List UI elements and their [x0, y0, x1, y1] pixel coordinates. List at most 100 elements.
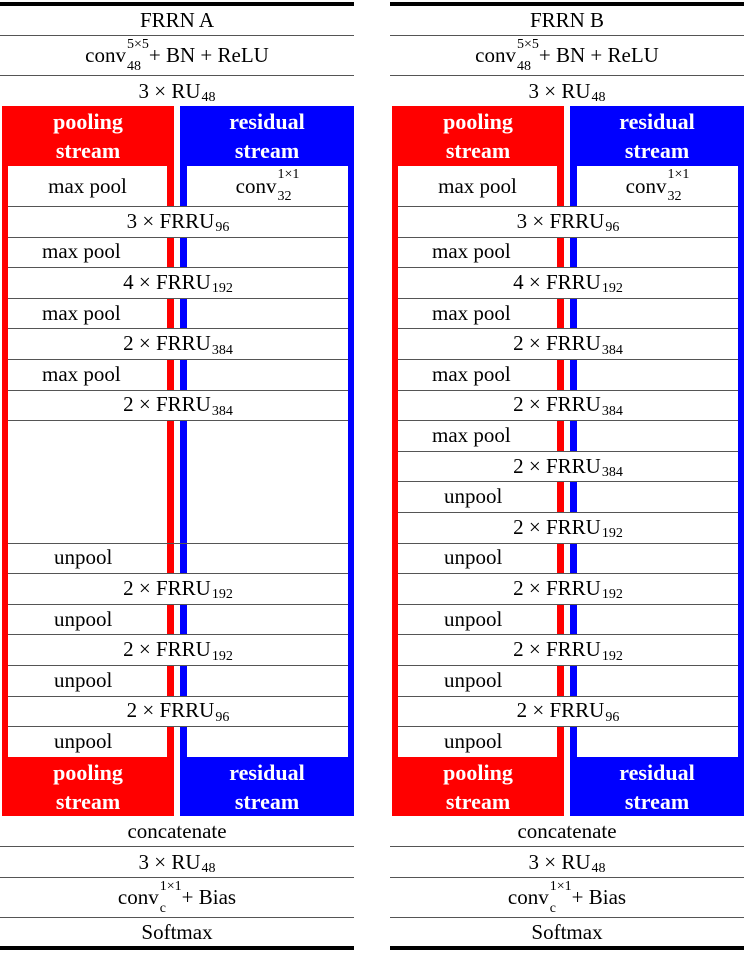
formula-suffix: + Bias	[571, 885, 627, 909]
concatenate-row: concatenate	[390, 816, 744, 846]
residual-stream-cell	[187, 603, 348, 635]
pooling-stream-inner-bar	[167, 106, 174, 816]
rule	[398, 267, 738, 268]
subscript: 96	[605, 220, 620, 236]
softmax-row: Softmax	[390, 918, 744, 946]
rule	[398, 390, 738, 391]
residual-stream-cell	[577, 236, 738, 268]
formula-text: 2 × FRRU	[123, 575, 211, 600]
formula-text: 4 × FRRU	[123, 269, 211, 294]
residual-stream-footer: residual stream	[570, 757, 744, 816]
formula-text: unpool	[54, 545, 113, 570]
stream-gap	[174, 665, 180, 696]
rule	[398, 420, 738, 421]
stage-row: 2 × FRRU 192	[398, 634, 738, 665]
formula-text: conv	[85, 43, 126, 67]
subscript: 48	[516, 58, 531, 74]
formula-text: concatenate	[517, 818, 617, 843]
rule	[390, 35, 744, 36]
concatenate-row: concatenate	[0, 816, 354, 846]
table-title: FRRN B	[390, 6, 744, 35]
formula-text: 3 × RU	[528, 78, 591, 103]
rule	[398, 726, 738, 727]
stage-row: 2 × FRRU 384	[398, 389, 738, 421]
subscript: c	[159, 900, 166, 916]
head-ru-row: 3 × RU 48	[0, 847, 354, 877]
stage-row: 2 × FRRU 384	[8, 389, 348, 421]
formula-text: 3 × FRRU	[516, 208, 605, 233]
rule	[8, 543, 348, 544]
formula-text: 2 × FRRU	[513, 331, 601, 356]
subscript: 384	[211, 403, 233, 419]
subscript: 384	[601, 342, 623, 358]
classifier-conv-row: conv 1×1 c + Bias	[390, 878, 744, 917]
rule	[0, 75, 354, 76]
formula-text: 3 × FRRU	[126, 208, 215, 233]
residual-stream-cell	[187, 542, 348, 574]
formula-text: 2 × FRRU	[123, 392, 211, 417]
stem-conv: conv 5×5 48 + BN + ReLU	[390, 36, 744, 75]
subscript: 96	[215, 709, 230, 725]
softmax-row: Softmax	[0, 918, 354, 946]
residual-stream-outer-bar	[738, 106, 744, 816]
pooling-stream-footer: pooling stream	[392, 757, 564, 816]
subscript: 48	[591, 90, 606, 105]
rule	[8, 237, 348, 238]
top-rule	[0, 2, 354, 6]
residual-stream-cell	[577, 726, 738, 757]
stage-row: 2 × FRRU 384	[398, 450, 738, 482]
residual-stream-cell: conv 1×1 32	[577, 166, 738, 206]
subscript: 192	[211, 281, 233, 297]
stream-gap	[564, 481, 570, 512]
stream-gap	[564, 359, 570, 390]
rule	[8, 267, 348, 268]
pooling-stream-cell: max pool	[398, 166, 557, 206]
formula-text: 2 × FRRU	[513, 637, 601, 662]
rule	[8, 573, 348, 574]
formula-text: max pool	[438, 173, 517, 198]
pooling-stream-cell: unpool	[398, 665, 557, 696]
rule	[390, 846, 744, 847]
rule	[398, 481, 738, 482]
bottom-rule	[390, 946, 744, 950]
pooling-stream-outer-bar	[392, 106, 398, 816]
classifier-conv-row: conv 1×1 c + Bias	[0, 878, 354, 917]
residual-stream-header: residual stream	[180, 106, 354, 166]
formula-text: 3 × RU	[138, 849, 201, 874]
stage-row: 4 × FRRU 192	[398, 267, 738, 298]
pooling-stream-cell: max pool	[8, 297, 167, 329]
residual-stream-cell	[577, 542, 738, 574]
stage-row: 2 × FRRU 192	[8, 573, 348, 604]
stem-ru: 3 × RU 48	[390, 76, 744, 106]
subscript: 384	[601, 465, 623, 481]
pooling-stream-label: pooling stream	[53, 759, 123, 814]
superscript: 5×5	[516, 36, 539, 52]
formula-text: max pool	[42, 361, 121, 386]
rule	[398, 543, 738, 544]
rule	[8, 696, 348, 697]
stage-row: 2 × FRRU 96	[8, 695, 348, 727]
formula-suffix: + Bias	[181, 885, 237, 909]
residual-stream-cell	[577, 665, 738, 696]
rule	[398, 298, 738, 299]
residual-stream-cell	[577, 603, 738, 635]
rule	[8, 665, 348, 666]
top-rule	[390, 2, 744, 6]
stream-gap	[174, 236, 180, 268]
residual-stream-cell	[187, 359, 348, 390]
subscript: 96	[215, 220, 230, 236]
formula-suffix: + BN + ReLU	[538, 43, 659, 67]
formula-text: max pool	[432, 300, 511, 325]
pooling-stream-cell: max pool	[398, 420, 557, 451]
residual-stream-inner-bar	[180, 106, 187, 816]
pooling-stream-cell: max pool	[398, 359, 557, 390]
formula-text: unpool	[54, 667, 113, 692]
subscript: 384	[211, 342, 233, 358]
stage-row: 2 × FRRU 192	[398, 573, 738, 604]
formula-text: 4 × FRRU	[513, 269, 601, 294]
pooling-stream-cell: max pool	[398, 297, 557, 329]
formula-text: 2 × FRRU	[513, 453, 601, 478]
residual-stream-cell	[187, 297, 348, 329]
pooling-stream-cell: unpool	[8, 603, 167, 635]
formula-text: Softmax	[141, 919, 213, 944]
